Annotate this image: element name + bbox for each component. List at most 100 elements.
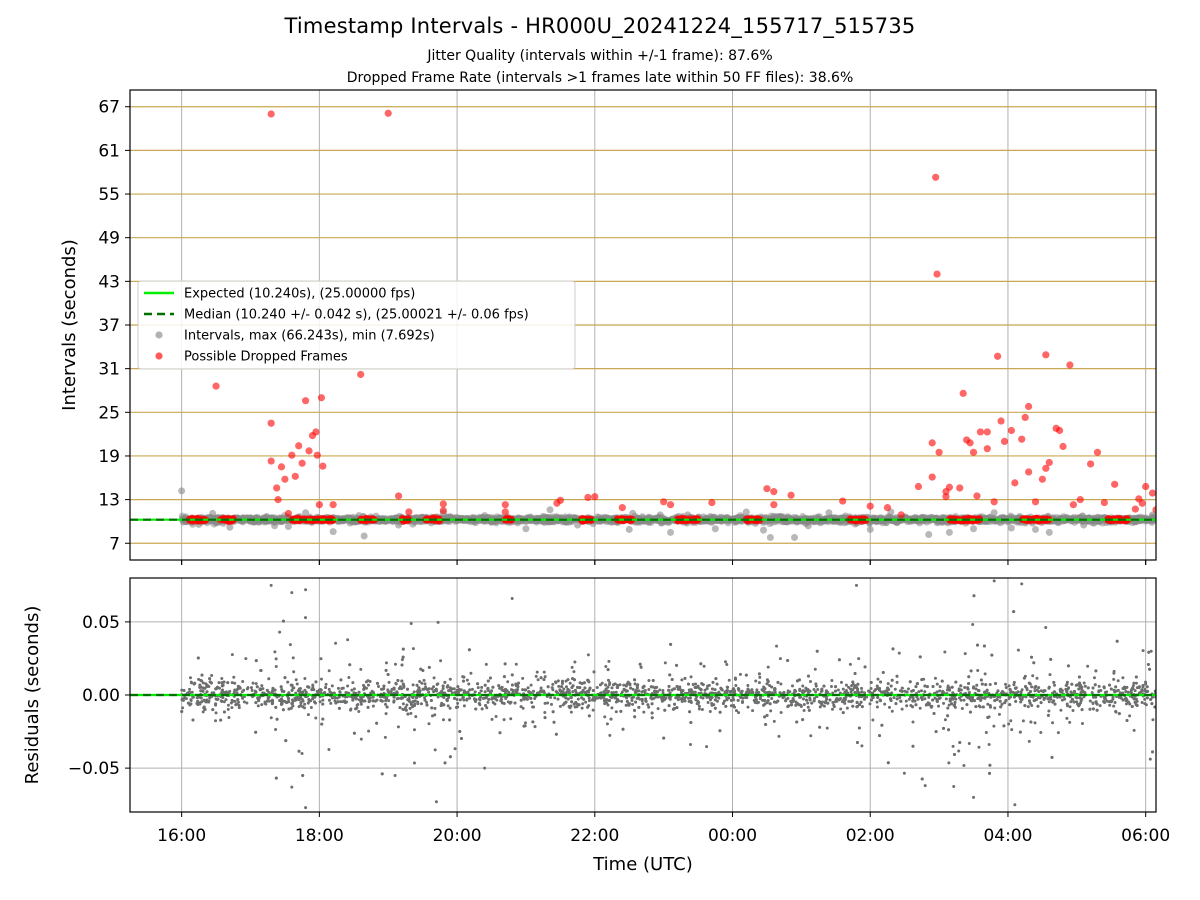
- residual-point: [895, 680, 899, 684]
- residual-point: [377, 685, 381, 689]
- residual-point: [1091, 695, 1095, 699]
- residual-point: [347, 675, 351, 679]
- residual-point: [751, 709, 755, 713]
- residual-point: [1014, 686, 1018, 690]
- residual-point: [986, 702, 990, 706]
- residual-point: [367, 729, 371, 733]
- residual-point: [245, 701, 249, 705]
- residual-point: [947, 703, 951, 707]
- residual-point: [691, 683, 695, 687]
- intervals-y-tick-label: 49: [98, 229, 120, 249]
- residual-point: [553, 696, 557, 700]
- residual-point: [981, 696, 985, 700]
- residual-point: [357, 698, 361, 702]
- residual-point: [952, 785, 956, 789]
- dropped-frame-point: [933, 270, 941, 278]
- residual-point: [1134, 681, 1138, 685]
- dropped-frame-point: [305, 447, 313, 455]
- interval-point: [866, 525, 874, 533]
- residual-point: [587, 699, 591, 703]
- residual-point: [1148, 757, 1152, 761]
- residual-point: [222, 700, 226, 704]
- intervals-y-tick-label: 13: [98, 491, 120, 511]
- residual-point: [506, 680, 510, 684]
- interval-point: [337, 517, 345, 525]
- residual-point: [572, 670, 576, 674]
- residual-point: [1098, 704, 1102, 708]
- dropped-frame-point: [959, 389, 967, 397]
- residual-point: [1059, 708, 1063, 712]
- dropped-frame-point: [273, 484, 281, 492]
- residual-point: [190, 690, 194, 694]
- residual-point: [467, 682, 471, 686]
- residual-point: [244, 657, 248, 661]
- residual-point: [411, 683, 415, 687]
- interval-point: [411, 517, 419, 525]
- dropped-frame-point: [1007, 426, 1015, 435]
- residual-point: [893, 687, 897, 691]
- residual-point: [836, 688, 840, 692]
- residual-point: [433, 713, 437, 717]
- residual-point: [230, 653, 234, 657]
- interval-point: [1031, 525, 1039, 533]
- dropped-frame-point: [1076, 496, 1084, 504]
- residual-point: [943, 650, 947, 654]
- residual-point: [551, 688, 555, 692]
- residual-point: [705, 745, 709, 749]
- dropped-frame-point: [1025, 468, 1033, 476]
- residual-point: [319, 677, 323, 681]
- residual-point: [1137, 691, 1141, 695]
- residual-point: [1019, 700, 1023, 704]
- residual-point: [462, 704, 466, 708]
- dropped-frame-point: [1021, 413, 1029, 421]
- residual-point: [1035, 676, 1039, 680]
- dropped-frame-point: [295, 442, 303, 450]
- residual-point: [610, 686, 614, 690]
- residual-point: [988, 683, 992, 687]
- dropped-frame-point: [1042, 464, 1050, 472]
- residual-point: [778, 657, 782, 661]
- residual-point: [300, 751, 304, 755]
- residual-point: [387, 699, 391, 703]
- dropped-frame-point: [1086, 460, 1095, 468]
- time-x-tick-label: 04:00: [983, 826, 1032, 846]
- residual-point: [984, 730, 988, 734]
- dropped-frame-point: [997, 417, 1005, 425]
- residual-point: [584, 700, 588, 704]
- residual-point: [1007, 684, 1011, 688]
- residual-point: [396, 725, 400, 729]
- chart-title: Timestamp Intervals - HR000U_20241224_15…: [284, 14, 916, 38]
- residual-point: [274, 657, 278, 661]
- residual-point: [951, 744, 955, 748]
- residual-point: [226, 703, 230, 707]
- residual-point: [304, 616, 308, 620]
- residual-point: [230, 681, 234, 685]
- residual-point: [484, 662, 488, 666]
- residual-point: [907, 687, 911, 691]
- time-x-tick-label: 00:00: [708, 826, 757, 846]
- residual-point: [514, 662, 518, 666]
- dropped-frame-point: [1138, 499, 1146, 507]
- residual-point: [997, 712, 1001, 716]
- residual-point: [1113, 701, 1117, 705]
- residual-point: [400, 658, 404, 662]
- residual-point: [790, 684, 794, 688]
- dropped-frame-point: [866, 502, 874, 510]
- residual-point: [658, 688, 662, 692]
- dropped-frame-point: [1042, 351, 1050, 359]
- interval-point: [574, 521, 582, 529]
- residual-point: [818, 705, 822, 709]
- dropped-frame-point: [277, 463, 286, 471]
- residual-point: [758, 675, 762, 679]
- dropped-frame-point: [1116, 514, 1124, 523]
- time-x-tick-label: 02:00: [846, 826, 895, 846]
- residual-point: [902, 771, 906, 775]
- residual-point: [944, 697, 948, 701]
- residual-point: [923, 697, 927, 701]
- dropped-frame-point: [787, 491, 795, 499]
- residual-point: [274, 664, 278, 668]
- residual-point: [625, 696, 629, 700]
- residual-point: [976, 669, 980, 673]
- residual-point: [214, 711, 218, 715]
